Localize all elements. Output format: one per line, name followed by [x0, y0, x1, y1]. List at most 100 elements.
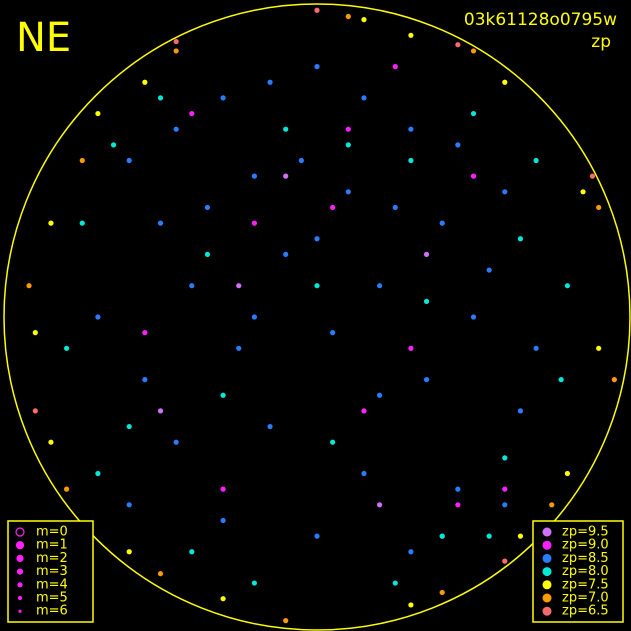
point [564, 283, 571, 289]
color-label: zp [591, 32, 611, 52]
point [283, 618, 289, 624]
legend-label: zp=8.5 [562, 551, 609, 566]
point [502, 79, 508, 85]
point [361, 470, 367, 477]
point [314, 64, 320, 70]
legend-marker [542, 567, 552, 577]
point [157, 95, 164, 101]
point [236, 345, 242, 351]
chart-subtitle: 03k61128o0795w [464, 10, 617, 30]
point [408, 549, 414, 555]
points [26, 7, 617, 624]
legend-marker [542, 606, 552, 616]
point [502, 486, 508, 492]
point [361, 17, 367, 23]
point [314, 236, 320, 242]
point [220, 517, 226, 524]
size-legend-marker [17, 595, 23, 601]
point [220, 486, 226, 492]
point [486, 533, 492, 539]
point [251, 173, 257, 179]
legend-marker [542, 580, 552, 590]
point [517, 533, 524, 539]
legend-marker [542, 553, 552, 563]
size-legend-label: m=3 [36, 564, 68, 579]
point [79, 157, 85, 164]
point [251, 314, 257, 320]
point [126, 502, 132, 508]
point [408, 32, 414, 38]
legend-marker [542, 540, 552, 550]
point [596, 345, 602, 351]
point [596, 204, 602, 211]
point [283, 251, 289, 257]
point [314, 533, 320, 539]
point [157, 571, 164, 577]
point [345, 126, 351, 132]
point [32, 408, 38, 414]
point [611, 377, 617, 383]
point [173, 439, 179, 445]
point [517, 236, 524, 242]
point [345, 189, 351, 195]
point [95, 470, 101, 477]
legend-marker [542, 593, 552, 603]
point [251, 580, 257, 586]
point [455, 486, 461, 492]
point [377, 283, 383, 289]
point [126, 423, 132, 430]
size-legend-label: m=4 [36, 577, 68, 592]
point [517, 408, 524, 414]
point [314, 283, 320, 289]
size-legend-label: m=2 [36, 551, 68, 566]
point [502, 455, 508, 461]
point [423, 298, 430, 304]
size-legend-label: m=5 [36, 591, 68, 606]
point [533, 157, 539, 164]
point [439, 220, 445, 226]
point [455, 502, 461, 508]
point [126, 549, 132, 555]
point [330, 439, 336, 445]
point [236, 283, 242, 289]
point [361, 95, 367, 101]
point [558, 377, 564, 383]
point [345, 13, 351, 20]
point [392, 204, 398, 211]
point [314, 7, 320, 13]
point [251, 220, 257, 226]
point [220, 95, 226, 101]
legend-label: zp=9.5 [562, 525, 609, 540]
point [110, 142, 117, 148]
point [48, 220, 54, 226]
point [157, 220, 164, 226]
point [392, 580, 398, 586]
point [455, 42, 461, 48]
point [564, 470, 571, 477]
size-legend-label: m=6 [36, 604, 68, 619]
size-legend-marker [17, 582, 23, 588]
size-legend-marker [16, 568, 24, 575]
point [377, 502, 383, 508]
point [470, 110, 477, 117]
point [267, 79, 273, 85]
point [423, 251, 430, 257]
point [439, 533, 445, 539]
point [470, 48, 477, 54]
point [204, 204, 211, 211]
point [267, 423, 273, 430]
point [549, 502, 555, 508]
point [283, 173, 289, 179]
point [377, 392, 383, 398]
point [48, 439, 54, 445]
point [189, 549, 195, 555]
size-legend-label: m=1 [36, 538, 68, 553]
point [470, 173, 477, 179]
point [173, 38, 179, 45]
legend-label: zp=7.0 [562, 591, 609, 606]
point [502, 189, 508, 195]
point [142, 377, 148, 383]
